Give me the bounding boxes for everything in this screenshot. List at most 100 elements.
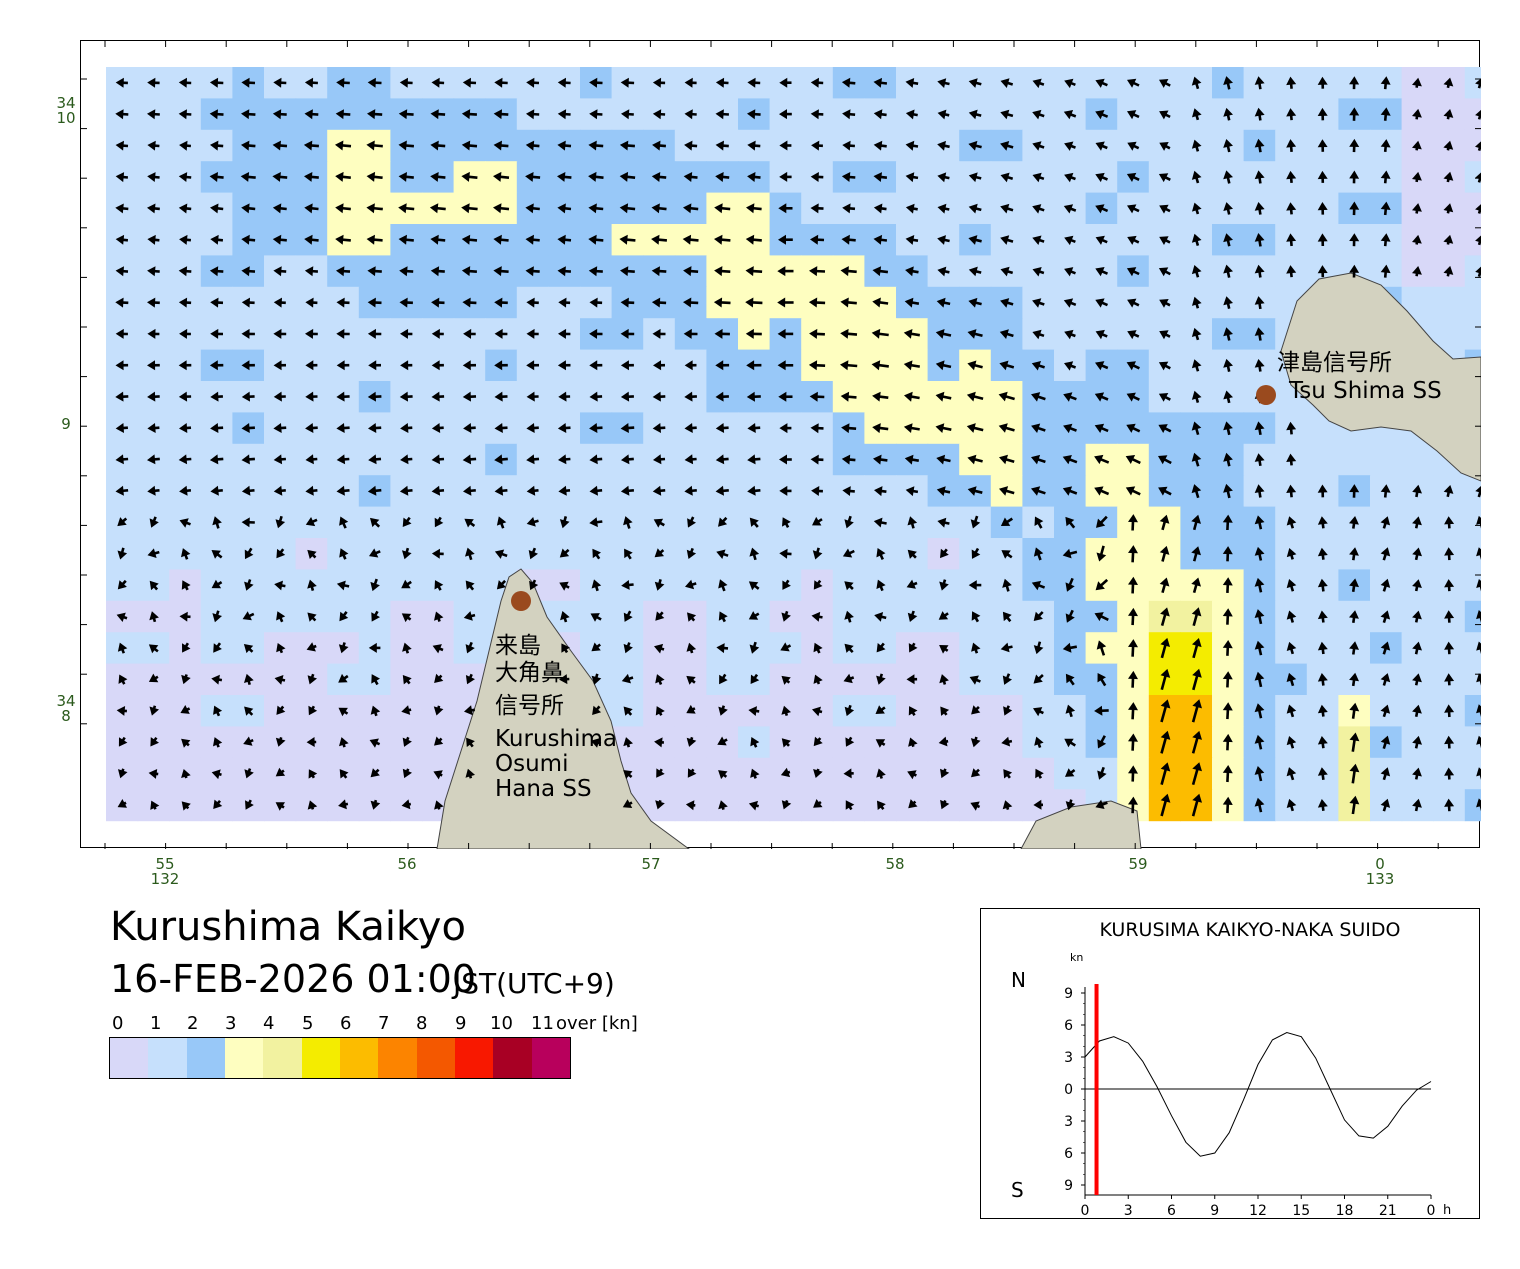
kurushima-station-marker <box>511 591 531 611</box>
current-arrow <box>1475 78 1481 89</box>
current-arrow <box>873 77 888 88</box>
legend-label: 10 <box>490 1013 513 1034</box>
lon-label-0: 0 133 <box>1365 855 1395 888</box>
current-arrow <box>1286 108 1297 121</box>
kurushima-label-en-1: Kurushima <box>495 726 617 752</box>
legend-label: 0 <box>112 1013 124 1034</box>
current-arrow <box>493 140 509 151</box>
legend-swatch <box>224 1038 264 1078</box>
current-arrow <box>1412 77 1422 88</box>
current-arrow <box>1159 110 1171 120</box>
current-arrow <box>147 172 160 182</box>
legend-labels: 0 1 2 3 4 5 6 7 8 9 10 11 over [kn] <box>110 1013 670 1035</box>
current-arrow <box>715 77 729 88</box>
legend-label: 9 <box>455 1013 467 1034</box>
current-map: 34 10 9 34 8 55 132 56 57 58 59 0 133 津島信号所 … <box>56 40 1481 887</box>
current-arrow <box>1095 141 1108 151</box>
current-arrow <box>178 109 192 120</box>
lon-label-55: 55 132 <box>150 855 180 888</box>
speed-cell <box>1370 443 1403 476</box>
current-arrow <box>115 77 128 88</box>
speed-cell <box>1401 443 1434 476</box>
current-arrow <box>115 109 129 120</box>
current-arrow <box>1349 138 1360 153</box>
tide-y-tick-label: 6 <box>1064 1018 1073 1034</box>
speed-cell <box>1433 286 1466 319</box>
current-arrow <box>399 77 413 88</box>
current-arrow <box>968 140 982 151</box>
current-arrow <box>241 77 256 88</box>
current-arrow <box>1000 109 1014 120</box>
legend-label: 1 <box>150 1013 162 1034</box>
speed-cell <box>1464 161 1481 194</box>
current-arrow <box>273 77 287 88</box>
forecast-datetime: 16-FEB-2026 01:00 <box>110 957 477 1001</box>
kurushima-label-en-3: Hana SS <box>495 776 592 802</box>
lon-label-56: 56 <box>397 855 417 873</box>
current-arrow <box>241 109 256 120</box>
current-arrow <box>525 140 540 151</box>
tide-x-tick-label: 6 <box>1167 1203 1176 1219</box>
tide-x-tick-label: 3 <box>1124 1203 1133 1219</box>
current-arrow <box>431 77 445 88</box>
current-arrow <box>1412 140 1422 151</box>
current-arrow <box>1191 76 1202 90</box>
current-arrow <box>526 77 540 88</box>
current-arrow <box>493 109 509 120</box>
current-arrow <box>779 109 792 120</box>
south-island <box>1020 800 1142 849</box>
current-arrow <box>1032 78 1045 89</box>
current-arrow <box>398 172 414 182</box>
current-arrow <box>1317 139 1328 152</box>
current-arrow <box>842 109 856 120</box>
current-arrow <box>398 109 414 120</box>
current-arrow <box>1223 107 1233 121</box>
speed-cell <box>1464 98 1481 131</box>
legend-swatch <box>301 1038 340 1078</box>
lat-label-10: 34 10 <box>56 94 76 127</box>
kurushima-label-ja-2: 大角鼻 <box>495 660 564 686</box>
kurushima-label-en-2: Osumi <box>495 751 569 777</box>
current-arrow <box>209 172 224 182</box>
current-arrow <box>937 109 950 120</box>
speed-cell <box>1464 506 1481 539</box>
current-arrow <box>557 140 572 151</box>
current-arrow <box>905 109 918 120</box>
speed-cell <box>1338 443 1371 476</box>
legend-label: 3 <box>225 1013 237 1034</box>
current-arrow <box>303 140 320 151</box>
lon-label-57: 57 <box>641 855 661 873</box>
current-arrow <box>1127 78 1140 88</box>
kurushima-label-ja-1: 来島 <box>495 633 541 659</box>
legend-label: 7 <box>378 1013 390 1034</box>
legend-swatch <box>263 1038 302 1078</box>
current-arrow <box>1443 140 1454 151</box>
speed-cell <box>1464 224 1481 256</box>
current-arrow <box>1063 110 1077 120</box>
page-title: Kurushima Kaikyo <box>110 904 466 950</box>
tide-x-tick-label: 9 <box>1210 1203 1219 1219</box>
current-arrow <box>810 77 824 88</box>
current-arrow <box>810 109 824 120</box>
current-arrow <box>1159 142 1171 151</box>
current-arrow <box>147 140 160 151</box>
current-arrow <box>1349 107 1360 121</box>
current-arrow <box>1095 110 1109 120</box>
current-arrow <box>937 78 950 88</box>
tide-speed-curve <box>1084 1031 1432 1157</box>
speed-cell <box>1464 475 1481 508</box>
current-arrow <box>115 140 129 151</box>
current-arrow <box>873 109 887 120</box>
speed-cell <box>1464 632 1481 665</box>
current-arrow <box>619 140 636 151</box>
tsushima-label-en: Tsu Shima SS <box>1289 378 1442 404</box>
current-field-svg <box>81 41 1481 849</box>
current-arrow <box>367 77 382 88</box>
current-arrow <box>367 109 383 120</box>
current-arrow <box>747 140 761 151</box>
current-arrow <box>461 109 477 120</box>
legend-swatch <box>531 1038 570 1078</box>
current-arrow <box>179 140 192 151</box>
current-arrow <box>1475 141 1481 151</box>
speed-cell <box>1464 789 1481 822</box>
